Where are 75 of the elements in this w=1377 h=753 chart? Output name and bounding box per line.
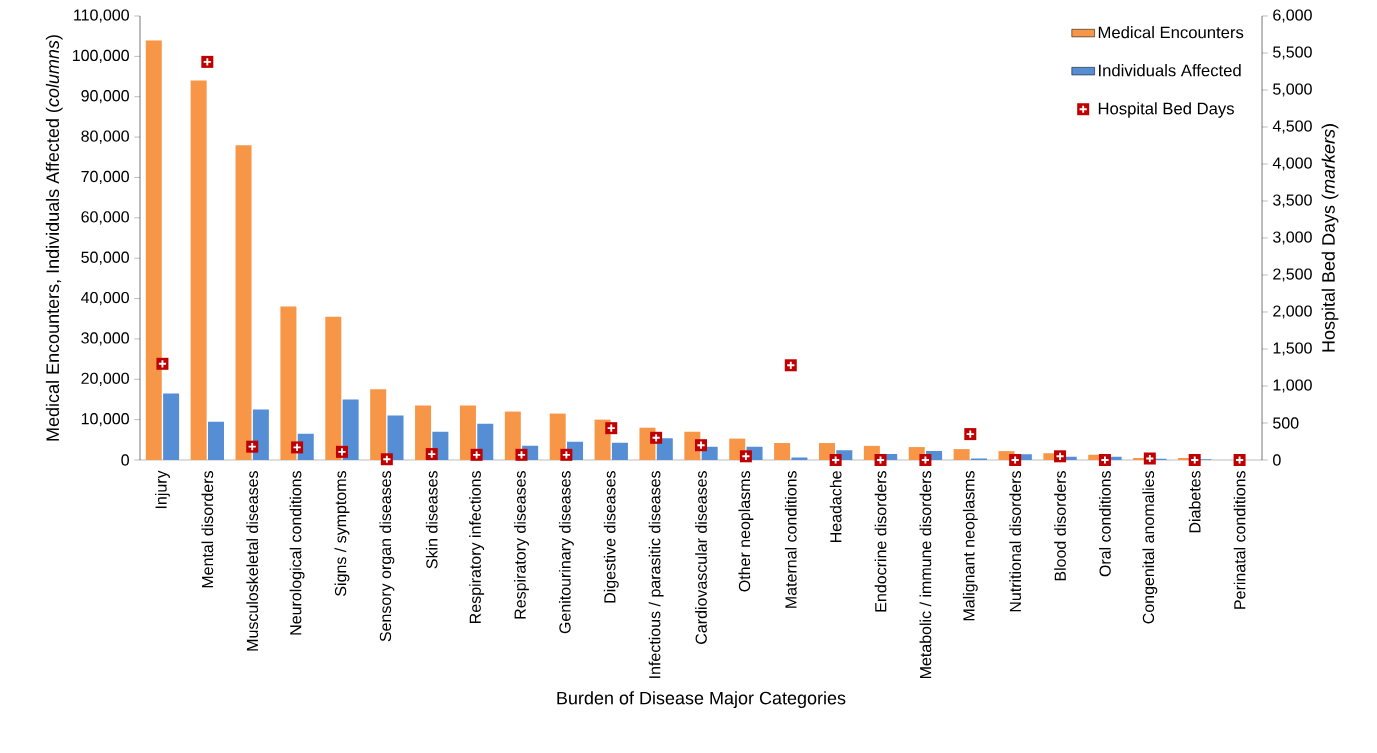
x-tick-label: Diabetes	[1188, 470, 1201, 533]
y2-tick-label: 6,000	[1273, 9, 1312, 23]
bar	[611, 442, 628, 460]
x-tick-label: Headache	[829, 471, 842, 543]
x-tick-label: Respiratory infections	[469, 471, 485, 623]
x-tick-label: Cardiovascular diseases	[695, 471, 707, 644]
y2-tick-label: 4,500	[1272, 120, 1312, 134]
y-tick-label: 80,000	[81, 130, 129, 144]
legend-label: Medical Encounters	[1098, 26, 1244, 39]
bar	[387, 415, 404, 460]
bar	[953, 449, 970, 460]
legend-label: Individuals Affected	[1099, 64, 1241, 77]
bar	[252, 409, 269, 460]
x-tick-label: Sensory organ diseases	[379, 471, 395, 642]
x-tick-label: Congenital anomalies	[1142, 471, 1158, 624]
y2-tick-label: 2,000	[1273, 305, 1312, 319]
y2-axis-title: Hospital Bed Days (markers)	[1321, 124, 1339, 352]
y2-tick-label: 3,000	[1273, 231, 1312, 245]
y-tick-label: 0	[121, 454, 129, 466]
x-tick-label: Nutritional disorders	[1009, 471, 1022, 612]
bar	[342, 399, 359, 460]
y-tick-label: 30,000	[81, 332, 129, 346]
y-tick-label: 60,000	[81, 211, 129, 225]
y-tick-label: 90,000	[81, 90, 129, 104]
bar	[459, 405, 476, 460]
y2-tick-label: 1,000	[1273, 379, 1312, 393]
bar	[163, 393, 180, 460]
y-axis-title: Medical Encounters, Individuals Affected (columns)	[45, 35, 63, 441]
bar	[504, 411, 521, 460]
x-tick-label: Other neoplasms	[738, 471, 754, 592]
x-tick-label: Malignant neoplasms	[962, 471, 978, 621]
y-tick-label: 20,000	[81, 372, 129, 386]
bar	[370, 389, 387, 460]
y2-tick-label: 1,500	[1273, 342, 1312, 356]
x-tick-label: Perinatal conditions	[1233, 471, 1246, 609]
x-axis-title: Burden of Disease Major Categories	[557, 691, 846, 708]
x-tick-label: Respiratory diseases	[514, 471, 529, 619]
y-tick-label: 110,000	[74, 9, 129, 23]
x-tick-label: Blood disorders	[1054, 471, 1066, 581]
y2-tick-label: 4,000	[1272, 157, 1312, 171]
legend-label: Hospital Bed Days	[1098, 102, 1234, 118]
bar	[325, 316, 342, 460]
x-tick-label: Maternal conditions	[784, 471, 797, 608]
bar	[415, 405, 432, 460]
bar	[235, 145, 252, 460]
x-tick-label: Signs / symptoms	[334, 471, 350, 596]
y2-tick-label: 0	[1273, 454, 1281, 466]
y-tick-label: 50,000	[81, 251, 129, 265]
x-tick-label: Oral conditions	[1099, 471, 1111, 577]
x-tick-label: Endocrine disorders	[874, 471, 887, 612]
y2-tick-label: 5,500	[1273, 46, 1312, 60]
bar	[207, 421, 224, 460]
x-tick-label: Infectious / parasitic diseases	[648, 471, 664, 678]
bar	[190, 80, 207, 460]
y2-tick-label: 3,500	[1273, 194, 1312, 208]
x-tick-label: Neurological conditions	[289, 471, 305, 635]
x-tick-label: Metabolic / immune disorders	[919, 471, 932, 679]
y-tick-label: 40,000	[81, 291, 129, 306]
y-tick-label: 10,000	[81, 413, 129, 427]
bar	[774, 443, 791, 460]
bar	[656, 438, 673, 460]
y2-tick-label: 500	[1273, 417, 1299, 429]
x-tick-label: Skin diseases	[425, 471, 438, 569]
bar	[280, 306, 297, 460]
x-tick-label: Genitourinary diseases	[558, 471, 574, 634]
x-tick-label: Musculoskeletal diseases	[246, 471, 259, 651]
y2-tick-label: 5,000	[1273, 83, 1312, 97]
x-tick-label: Mental disorders	[201, 471, 214, 588]
y2-tick-label: 2,500	[1273, 268, 1312, 282]
bar	[145, 40, 162, 460]
x-tick-label: Digestive diseases	[603, 471, 619, 603]
bar	[549, 413, 566, 460]
y-tick-label: 100,000	[72, 49, 129, 63]
x-tick-label: Injury	[154, 470, 170, 509]
y-tick-label: 70,000	[81, 170, 129, 185]
